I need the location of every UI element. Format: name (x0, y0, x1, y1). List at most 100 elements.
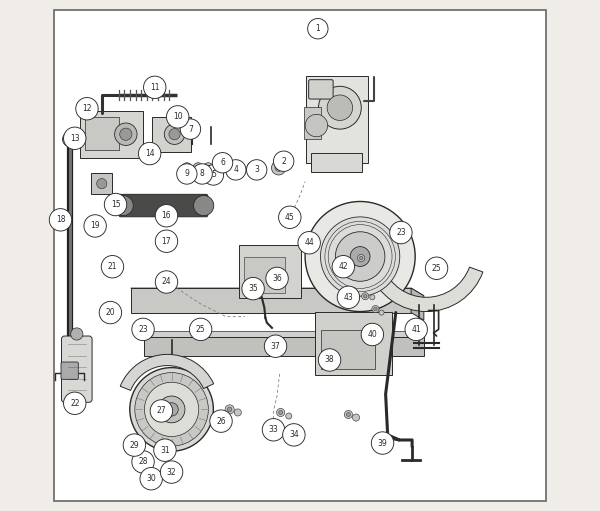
Circle shape (192, 164, 212, 184)
Circle shape (305, 201, 415, 312)
Circle shape (271, 161, 286, 175)
Text: 38: 38 (325, 356, 334, 364)
Text: 42: 42 (338, 262, 348, 271)
Circle shape (242, 277, 265, 300)
Text: 30: 30 (146, 474, 156, 483)
Circle shape (155, 204, 178, 227)
Text: 5: 5 (211, 171, 216, 179)
Circle shape (216, 165, 223, 171)
Text: 33: 33 (269, 425, 278, 434)
Circle shape (64, 392, 86, 414)
Circle shape (130, 367, 214, 451)
Text: 17: 17 (161, 237, 171, 246)
Text: 40: 40 (367, 330, 377, 339)
Circle shape (132, 451, 154, 473)
FancyBboxPatch shape (62, 336, 92, 402)
Wedge shape (370, 267, 483, 312)
Circle shape (278, 410, 283, 414)
Circle shape (247, 162, 259, 174)
Circle shape (265, 335, 287, 357)
FancyBboxPatch shape (321, 330, 376, 369)
Circle shape (226, 160, 246, 180)
Circle shape (104, 193, 127, 216)
Text: 4: 4 (233, 166, 238, 174)
Circle shape (196, 165, 200, 170)
Text: 32: 32 (167, 468, 176, 477)
Text: 1: 1 (316, 24, 320, 33)
FancyBboxPatch shape (80, 110, 143, 158)
Circle shape (143, 76, 166, 99)
Text: 8: 8 (200, 170, 205, 178)
Text: 43: 43 (344, 293, 353, 302)
Text: 27: 27 (157, 406, 166, 415)
Polygon shape (143, 332, 424, 337)
FancyBboxPatch shape (91, 173, 112, 194)
Circle shape (227, 407, 232, 412)
Circle shape (154, 439, 176, 461)
Circle shape (320, 217, 400, 296)
Circle shape (362, 293, 369, 300)
Text: 44: 44 (304, 238, 314, 247)
Text: 36: 36 (272, 274, 282, 283)
Circle shape (166, 106, 189, 128)
Wedge shape (120, 354, 214, 390)
Circle shape (180, 119, 200, 140)
Text: 39: 39 (377, 438, 388, 448)
FancyBboxPatch shape (239, 245, 301, 298)
Text: 20: 20 (106, 308, 115, 317)
Circle shape (97, 178, 107, 189)
Circle shape (120, 128, 132, 141)
Polygon shape (411, 288, 424, 320)
FancyBboxPatch shape (85, 117, 119, 150)
Circle shape (176, 164, 197, 184)
Circle shape (278, 206, 301, 228)
Circle shape (275, 164, 282, 171)
Text: 23: 23 (396, 228, 406, 237)
Circle shape (164, 124, 185, 145)
Circle shape (266, 267, 288, 290)
Text: 7: 7 (188, 125, 193, 133)
Text: 12: 12 (82, 104, 92, 113)
Circle shape (169, 129, 180, 140)
Text: 25: 25 (432, 264, 442, 273)
Text: 34: 34 (289, 430, 299, 439)
Circle shape (101, 256, 124, 278)
Circle shape (283, 424, 305, 446)
Circle shape (190, 318, 212, 341)
Text: 10: 10 (173, 112, 182, 122)
FancyBboxPatch shape (152, 117, 191, 152)
Circle shape (274, 151, 294, 171)
Circle shape (346, 412, 350, 416)
Text: 25: 25 (196, 325, 205, 334)
Circle shape (352, 414, 359, 421)
Text: 2: 2 (281, 157, 286, 166)
Polygon shape (131, 288, 424, 296)
FancyBboxPatch shape (61, 362, 79, 379)
Circle shape (225, 405, 234, 414)
Circle shape (145, 382, 199, 436)
Circle shape (231, 165, 236, 171)
Circle shape (206, 165, 211, 170)
Circle shape (247, 160, 267, 180)
Polygon shape (131, 288, 411, 313)
Text: 13: 13 (70, 134, 80, 143)
Circle shape (374, 307, 377, 311)
Text: 6: 6 (220, 158, 225, 167)
Circle shape (165, 403, 178, 416)
Text: 31: 31 (160, 446, 170, 455)
Circle shape (337, 286, 359, 309)
Circle shape (160, 461, 183, 483)
Circle shape (139, 143, 161, 165)
Circle shape (49, 208, 71, 231)
Text: 29: 29 (130, 440, 139, 450)
Circle shape (332, 256, 355, 278)
Circle shape (155, 230, 178, 252)
Circle shape (184, 165, 190, 170)
Text: 23: 23 (138, 325, 148, 334)
Circle shape (319, 349, 341, 371)
Circle shape (359, 256, 363, 260)
Circle shape (155, 271, 178, 293)
Circle shape (370, 295, 375, 300)
Circle shape (364, 294, 367, 298)
Circle shape (158, 396, 185, 423)
